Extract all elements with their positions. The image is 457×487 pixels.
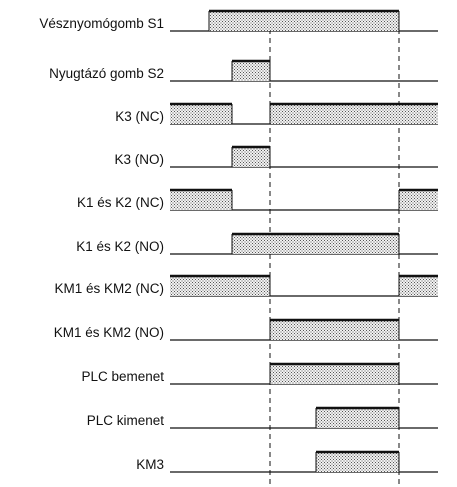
signal-label: PLC bemenet (81, 369, 164, 384)
signal-high-segment (270, 364, 399, 384)
signal-label: K3 (NC) (115, 109, 164, 124)
signal-row: PLC kimenet (87, 406, 438, 429)
signal-high-segment (232, 147, 270, 167)
signal-label: K1 és K2 (NO) (76, 239, 164, 254)
signal-row: PLC bemenet (81, 362, 438, 385)
signal-label: PLC kimenet (87, 413, 165, 428)
signal-row: K1 és K2 (NC) (77, 188, 438, 211)
signal-row: K3 (NO) (114, 145, 438, 168)
signal-high-segment (399, 190, 438, 210)
signal-high-segment (209, 11, 399, 31)
signal-row: K1 és K2 (NO) (76, 232, 438, 255)
signal-high-segment (170, 190, 232, 210)
signal-high-segment (399, 276, 438, 296)
signal-label: K3 (NO) (114, 152, 164, 167)
signal-label: Nyugtázó gomb S2 (49, 66, 164, 81)
signal-high-segment (270, 104, 438, 124)
signal-row: Vésznyomógomb S1 (39, 9, 438, 32)
signal-row: KM3 (136, 450, 438, 473)
signal-label: K1 és K2 (NC) (77, 195, 164, 210)
signal-high-segment (316, 408, 399, 428)
signal-high-segment (232, 234, 399, 254)
signal-label: KM1 és KM2 (NO) (54, 325, 164, 340)
signal-high-segment (170, 104, 232, 124)
signal-rows: Vésznyomógomb S1 Nyugtázó gomb S2 K3 (NC) K… (39, 9, 438, 473)
signal-high-segment (270, 320, 399, 340)
signal-high-segment (232, 61, 270, 81)
signal-high-segment (170, 276, 270, 296)
signal-row: KM1 és KM2 (NO) (54, 318, 438, 341)
signal-row: Nyugtázó gomb S2 (49, 59, 438, 82)
signal-high-segment (316, 452, 399, 472)
signal-row: K3 (NC) (115, 102, 438, 125)
signal-label: Vésznyomógomb S1 (39, 16, 164, 31)
signal-label: KM3 (136, 457, 164, 472)
signal-row: KM1 és KM2 (NC) (54, 274, 438, 297)
signal-label: KM1 és KM2 (NC) (54, 281, 164, 296)
